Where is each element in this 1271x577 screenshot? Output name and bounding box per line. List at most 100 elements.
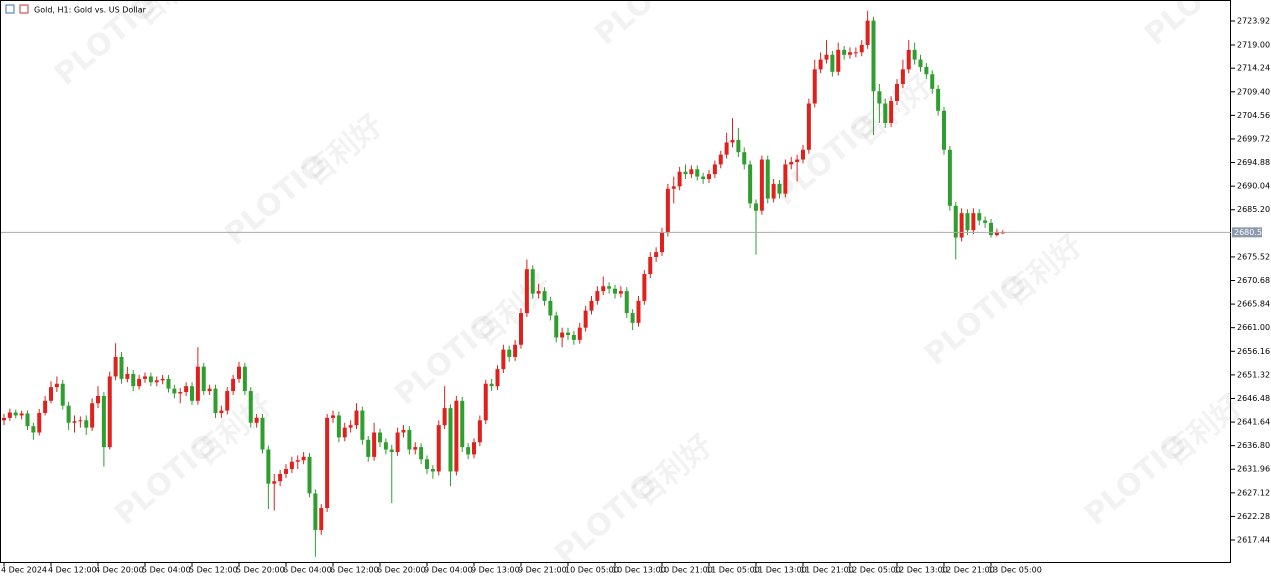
chart-icon [5,4,15,14]
candle-body [389,449,394,452]
candle-body [407,430,412,450]
candle-body [254,417,259,423]
candle-body [13,412,18,416]
candle-body [895,83,899,102]
x-tick-label: 13 Dec 05:00 [988,566,1042,575]
candle-body [771,183,776,199]
candle-body [378,432,382,443]
candle-body [242,366,247,392]
x-tick-label: 4 Dec 2024 [1,566,47,575]
candle-body [983,220,988,223]
candle-body [96,395,100,404]
candle-body [595,291,600,301]
candle-body [859,44,864,53]
y-tick-label: 2685.20 [1237,205,1270,214]
candle-body [190,386,194,401]
y-tick-label: 2646.48 [1237,394,1270,403]
x-tick-label: 11 Dec 21:00 [800,566,854,575]
candle-body [953,205,958,238]
candle-body [959,213,964,238]
last-price-label: 2680.56 [1234,228,1267,237]
candle-body [360,410,365,440]
candle-body [701,176,706,180]
plot-frame [0,0,1231,563]
candle-body [119,356,124,379]
x-tick-label: 9 Dec 04:00 [424,566,473,575]
candle-body [748,164,753,204]
y-tick-label: 2661.00 [1237,323,1270,332]
candle-body [777,183,782,194]
candle-body [90,403,95,428]
candle-body [889,101,894,123]
candle-body [78,420,83,422]
candle-body [395,432,400,452]
candle-body [754,203,758,211]
candle-body [589,300,594,311]
candle-body [131,374,136,387]
candle-body [812,69,817,104]
y-tick-label: 2656.16 [1237,347,1270,356]
candle-body [530,269,535,294]
y-tick-label: 2670.68 [1237,276,1270,285]
candle-body [989,222,993,236]
candle-body [519,313,523,345]
candle-body [354,410,359,426]
candle-body [383,442,388,450]
candle-body [2,417,6,421]
candle-body [195,366,200,401]
y-tick-label: 2617.44 [1237,536,1270,545]
candle-body [648,257,653,275]
x-tick-label: 6 Dec 04:00 [283,566,332,575]
candle-body [425,459,429,470]
candle-body [137,378,142,387]
candle-body [143,376,147,379]
candle-body [513,344,518,357]
candle-body [430,469,435,472]
y-tick-label: 2699.72 [1237,134,1270,143]
candle-body [72,421,77,423]
candle-body [566,332,570,336]
candle-body [278,473,283,482]
candle-body [900,69,905,84]
candle-body [372,432,377,457]
candle-body [930,74,935,89]
candle-body [125,374,130,379]
candle-body [853,52,858,54]
candle-body [818,59,823,70]
y-tick-label: 2641.64 [1237,418,1270,427]
x-tick-label: 9 Dec 21:00 [518,566,567,575]
candle-body [477,420,482,443]
candle-body [501,349,506,370]
candle-body [331,415,335,418]
candle-body [172,388,177,394]
candle-body [260,417,265,450]
candle-body [871,20,876,92]
candle-body [60,383,65,406]
y-tick-label: 2704.56 [1237,111,1270,120]
candle-body [583,310,588,328]
candle-body [237,366,241,379]
candle-body [730,140,735,143]
candle-body [759,159,764,211]
x-tick-label: 9 Dec 13:00 [471,566,520,575]
candle-body [301,456,306,461]
candle-body [272,481,277,484]
candle-body [947,149,952,206]
candle-body [548,300,553,316]
x-tick-label: 11 Dec 05:00 [706,566,760,575]
last-price-box [1232,227,1262,238]
candle-body [101,395,106,448]
candle-body [31,426,36,433]
candle-body [795,159,800,162]
candle-body [618,291,623,294]
candle-body [994,232,999,236]
candle-body [936,88,941,111]
candle-body [718,154,723,165]
candle-body [107,376,112,448]
candle-body [601,286,606,292]
x-tick-label: 10 Dec 21:00 [659,566,713,575]
y-tick-label: 2690.04 [1237,182,1270,191]
candle-body [765,159,770,199]
candle-body [466,447,471,455]
